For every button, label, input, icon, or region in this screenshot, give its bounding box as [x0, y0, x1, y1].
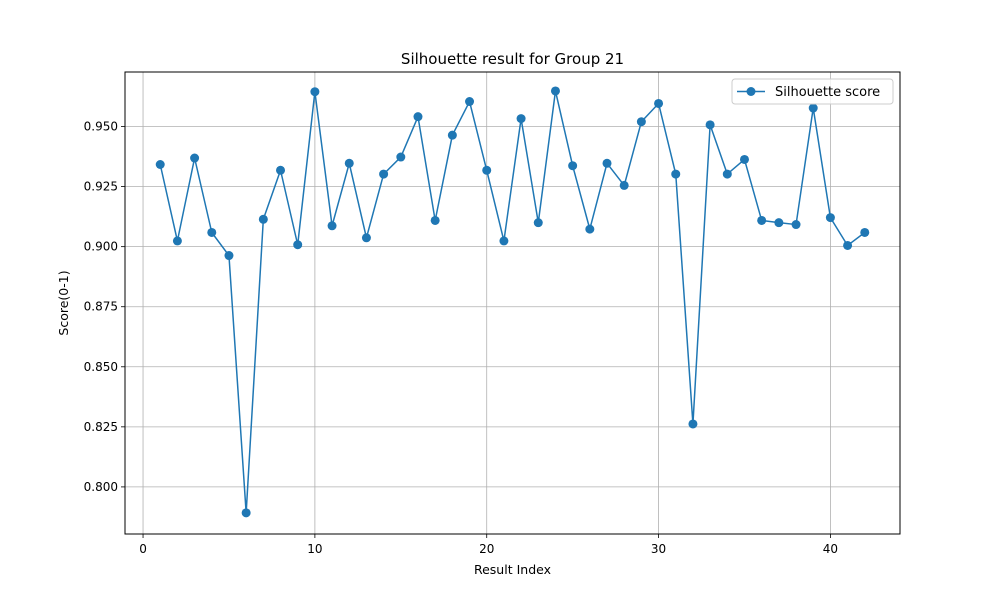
series-line — [159, 90, 866, 514]
legend-label: Silhouette score — [775, 85, 880, 100]
y-tick-label: 0.950 — [84, 120, 118, 134]
data-point — [791, 220, 801, 230]
data-point — [654, 98, 664, 108]
data-point — [568, 161, 578, 171]
data-point — [499, 236, 509, 246]
ticks: 0 10 20 30 40 0.800 0.825 0.850 0.875 0.900 0.925 0… — [84, 120, 838, 556]
legend-marker — [746, 87, 756, 96]
chart-title: Silhouette result for Group 21 — [401, 50, 624, 68]
data-point — [465, 97, 475, 107]
y-tick-label: 0.825 — [84, 420, 118, 434]
data-point — [825, 213, 835, 223]
data-point — [155, 159, 165, 169]
data-point — [550, 86, 560, 96]
data-point — [276, 165, 286, 175]
series-layer — [155, 86, 870, 518]
data-point — [344, 158, 354, 168]
data-point — [413, 112, 423, 122]
data-point — [447, 130, 457, 140]
y-tick-label: 0.875 — [84, 300, 118, 314]
data-point — [705, 120, 715, 130]
x-tick-label: 10 — [307, 542, 322, 556]
data-point — [585, 224, 595, 234]
data-point — [482, 165, 492, 175]
data-point — [172, 236, 182, 246]
data-point — [396, 152, 406, 162]
data-point — [327, 221, 337, 231]
legend-frame — [731, 78, 894, 105]
y-tick-label: 0.925 — [84, 180, 118, 194]
data-point — [224, 251, 234, 261]
data-point — [757, 215, 767, 225]
data-point — [379, 169, 389, 179]
x-tick-label: 30 — [651, 542, 666, 556]
data-point — [860, 227, 870, 237]
data-point — [619, 180, 629, 190]
x-tick-label: 0 — [139, 542, 147, 556]
data-point — [293, 240, 303, 250]
plot-frame — [124, 71, 901, 535]
data-point — [430, 215, 440, 225]
data-point — [207, 227, 217, 237]
data-point — [310, 87, 320, 97]
x-axis-label: Result Index — [474, 562, 551, 577]
data-point — [602, 158, 612, 168]
x-tick-label: 40 — [823, 542, 838, 556]
data-point — [241, 508, 251, 518]
data-point — [688, 419, 698, 429]
y-tick-label: 0.900 — [84, 240, 118, 254]
data-point — [636, 117, 646, 127]
data-point — [808, 103, 818, 113]
legend: Silhouette score — [731, 78, 894, 105]
data-point — [258, 214, 268, 224]
data-point — [516, 114, 526, 124]
data-point — [774, 218, 784, 228]
data-point — [671, 169, 681, 179]
y-tick-label: 0.800 — [84, 480, 118, 494]
data-point — [739, 154, 749, 164]
data-point — [361, 233, 371, 243]
y-tick-label: 0.850 — [84, 360, 118, 374]
data-point — [722, 169, 732, 179]
x-tick-label: 20 — [479, 542, 494, 556]
data-point — [190, 153, 200, 163]
y-axis-label: Score(0-1) — [56, 270, 71, 335]
data-point — [843, 240, 853, 250]
data-point — [533, 218, 543, 228]
